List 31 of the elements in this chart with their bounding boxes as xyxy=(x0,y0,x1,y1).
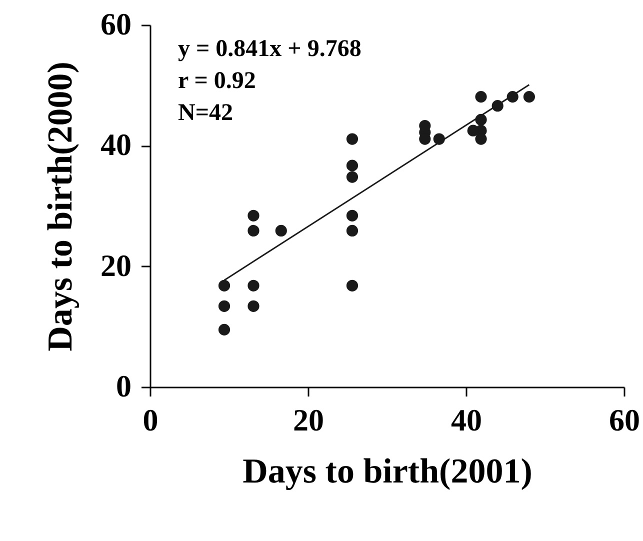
y-tick-label: 60 xyxy=(100,6,132,42)
point xyxy=(248,280,260,292)
point xyxy=(346,210,358,222)
point xyxy=(346,133,358,145)
point xyxy=(346,171,358,183)
x-tick-label: 40 xyxy=(451,402,482,438)
y-axis-title: Days to birth(2000) xyxy=(40,62,80,352)
point xyxy=(346,224,358,237)
point xyxy=(218,324,230,336)
point xyxy=(248,210,260,222)
y-tick-label: 0 xyxy=(116,368,132,404)
point xyxy=(248,224,260,237)
annotation: y = 0.841x + 9.768 xyxy=(178,36,362,62)
x-tick-label: 20 xyxy=(293,402,324,438)
point xyxy=(475,91,487,103)
point xyxy=(218,300,230,312)
point xyxy=(467,124,479,136)
point xyxy=(346,280,358,292)
point xyxy=(248,300,260,312)
y-tick-label: 40 xyxy=(100,127,132,162)
x-tick-label: 0 xyxy=(142,402,158,438)
y-tick-label: 20 xyxy=(100,248,132,283)
point xyxy=(218,280,230,292)
point xyxy=(523,91,536,103)
point xyxy=(275,224,287,237)
annotation: r = 0.92 xyxy=(178,68,256,94)
point xyxy=(346,160,358,172)
annotation: N=42 xyxy=(178,100,234,126)
x-tick-label: 60 xyxy=(609,402,640,438)
point xyxy=(475,133,487,145)
x-axis-title: Days to birth(2001) xyxy=(242,452,532,490)
